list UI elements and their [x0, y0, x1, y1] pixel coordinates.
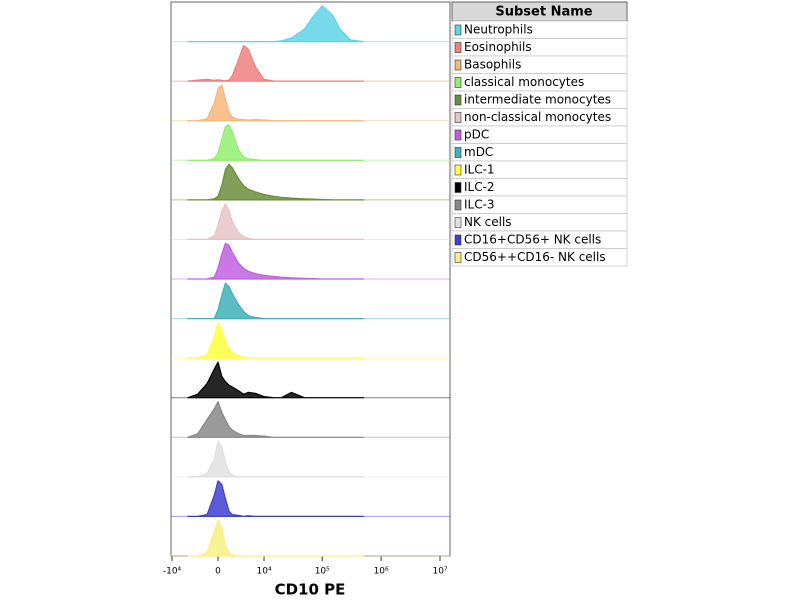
- legend-label: mDC: [464, 145, 493, 159]
- histogram: [187, 5, 364, 43]
- legend-label: pDC: [464, 128, 489, 142]
- legend-swatch: [454, 234, 462, 246]
- x-tick-label: 0: [215, 567, 221, 577]
- histogram: [187, 242, 364, 280]
- x-tick-label: 10⁷: [432, 567, 447, 577]
- histogram: [187, 321, 364, 359]
- x-tick-label: 10⁵: [315, 567, 330, 577]
- legend-row: [451, 248, 628, 267]
- legend-label: Basophils: [464, 58, 521, 72]
- x-tick-label: 10⁶: [374, 567, 389, 577]
- histogram: [187, 282, 364, 320]
- legend-swatch: [454, 182, 462, 193]
- histogram: [187, 440, 364, 478]
- histogram: [187, 480, 364, 517]
- legend-swatch: [454, 59, 462, 71]
- legend-swatch: [454, 77, 462, 88]
- legend-label: CD16+CD56+ NK cells: [464, 233, 601, 247]
- legend-swatch: [454, 147, 462, 158]
- histogram: [187, 163, 364, 201]
- histogram: [187, 84, 364, 122]
- legend-label: ILC-2: [464, 180, 495, 194]
- legend-swatch: [454, 199, 462, 211]
- legend-label: intermediate monocytes: [464, 93, 611, 107]
- legend-label: Neutrophils: [464, 23, 533, 37]
- histogram: [187, 124, 364, 161]
- legend-swatch: [454, 94, 462, 106]
- x-tick-label: -10⁴: [163, 567, 182, 577]
- histogram: [187, 44, 364, 82]
- legend-label: non-classical monocytes: [464, 110, 611, 124]
- legend-swatch: [454, 164, 462, 176]
- legend-swatch: [454, 42, 462, 53]
- legend-swatch: [454, 129, 462, 141]
- histogram: [187, 519, 364, 557]
- x-axis-title: CD10 PE: [275, 581, 346, 599]
- legend-swatch: [454, 112, 462, 123]
- x-tick-label: 10⁴: [257, 567, 272, 577]
- legend-label: classical monocytes: [464, 75, 584, 89]
- legend-label: ILC-1: [464, 163, 495, 177]
- histogram: [187, 203, 364, 240]
- legend-label: ILC-3: [464, 198, 495, 212]
- legend-label: CD56++CD16- NK cells: [464, 250, 606, 264]
- legend-label: Eosinophils: [464, 40, 532, 54]
- histogram: [187, 361, 364, 399]
- histogram: [187, 401, 364, 438]
- legend-swatch: [454, 217, 462, 228]
- legend-label: NK cells: [464, 215, 512, 229]
- legend-swatch: [454, 24, 462, 36]
- legend-swatch: [454, 252, 462, 263]
- legend-title: Subset Name: [495, 5, 592, 20]
